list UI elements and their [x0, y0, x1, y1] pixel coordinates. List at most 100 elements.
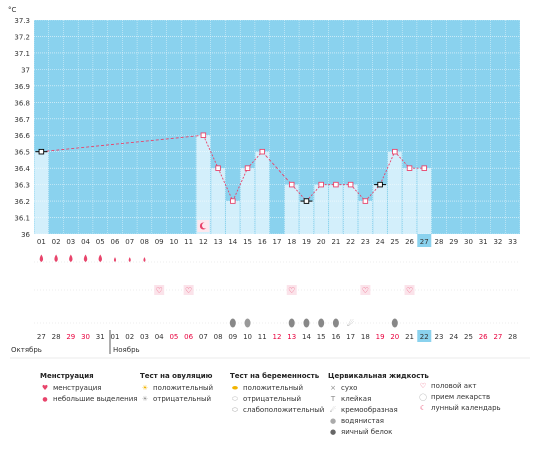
calendar-date-label: 10: [243, 333, 252, 341]
cycle-day-label: 10: [169, 238, 178, 246]
y-tick-label: 37.2: [14, 33, 30, 41]
legend-item-ov-positive: ☀ положительный: [141, 384, 214, 392]
cycle-day-label: 22: [346, 238, 355, 246]
heart-icon-bg: [360, 285, 371, 295]
legend-heading: Цервикальная жидкость: [328, 372, 429, 380]
calendar-date-label: 07: [199, 333, 208, 341]
calendar-date-label: 11: [258, 333, 267, 341]
y-tick-label: 36.4: [14, 165, 30, 173]
calendar-date-label: 14: [302, 333, 311, 341]
calendar-date-label: 21: [405, 333, 414, 341]
drop-red-icon: ♥: [41, 384, 49, 392]
cycle-day-label: 25: [390, 238, 399, 246]
cycle-day-label: 21: [331, 238, 340, 246]
temp-point: [38, 148, 45, 155]
cycle-day-label: 01: [37, 238, 46, 246]
heart-icon: ♡: [419, 382, 427, 390]
menstruation-drop-icon: [83, 254, 88, 262]
heart-icon: ♡: [406, 286, 413, 295]
menstruation-drop-icon: [98, 254, 102, 262]
cycle-day-label: 08: [140, 238, 149, 246]
calendar-date-label: 04: [155, 333, 164, 341]
legend-item-spotting: ● небольшие выделения: [40, 394, 137, 405]
legend-item-intercourse: ♡ половой акт: [419, 382, 477, 390]
cycle-day-label: 26: [405, 238, 414, 246]
temp-bar: [196, 135, 211, 234]
cycle-day-label: 16: [258, 238, 267, 246]
menstruation-drop-icon: [54, 254, 58, 262]
cycle-day-label: 24: [376, 238, 385, 246]
cycle-day-label: 13: [214, 238, 223, 246]
moon-icon: ☾: [419, 404, 427, 412]
calendar-date-label: 26: [479, 333, 488, 341]
bbt-chart: 37.3 37.2 37.1 37 36.9 36.8 36.7 36.6 36.5 36.4 36…: [8, 6, 530, 359]
month-label-next: Ноябрь: [113, 346, 140, 354]
temp-bar: [329, 184, 343, 234]
calendar-date-label: 13: [287, 333, 296, 341]
cycle-day-label: 07: [125, 238, 134, 246]
cycle-day-label: 03: [66, 238, 75, 246]
cycle-day-label: 33: [508, 238, 517, 246]
legend-other: ♡ половой акт ◯ прием лекарств ☾ лунный кал…: [418, 381, 501, 414]
legend-item-dry: × сухо: [328, 383, 429, 394]
calendar-date-label: 28: [52, 333, 61, 341]
y-tick-label: 37.3: [14, 17, 30, 25]
temp-point: [215, 165, 221, 171]
temp-point: [392, 148, 398, 155]
cycle-day-label: 15: [243, 238, 252, 246]
sun-gray-icon: ☀: [141, 395, 149, 403]
legend-item-preg-weak: ⬭ слабоположительный: [232, 406, 325, 414]
cycle-day-label: 23: [361, 238, 370, 246]
legend-heading: Тест на овуляцию: [140, 372, 213, 380]
y-tick-label: 36.5: [14, 149, 30, 157]
heart-icon-bg: [404, 285, 415, 295]
calendar-date-label: 25: [464, 333, 473, 341]
temp-bar: [387, 151, 402, 234]
cycle-day-label: 27: [420, 238, 429, 246]
temp-point: [406, 165, 413, 171]
legend-item-creamy: ☄ кремообразная: [329, 406, 398, 414]
calendar-date-label: 03: [140, 333, 149, 341]
calendar-date-label: 01: [111, 333, 120, 341]
temp-point: [244, 165, 251, 171]
y-tick-label: 37.1: [14, 50, 30, 58]
legend-item-medication: ◯ прием лекарств: [419, 393, 491, 401]
temp-line-segment: [232, 167, 248, 202]
legend-item-preg-positive: ⬬ положительный: [232, 384, 304, 392]
temp-bar: [373, 184, 387, 234]
heart-icon-bg: [154, 285, 165, 295]
calendar-date-label: 06: [184, 333, 193, 341]
sun-yellow-icon: ☀: [141, 384, 149, 392]
heart-icon-bg: [286, 285, 297, 295]
calendar-date-label: 12: [273, 333, 282, 341]
oval-yellow-icon: ⬬: [232, 384, 238, 392]
calendar-date-label: 18: [361, 333, 370, 341]
y-tick-label: 36.8: [14, 99, 30, 107]
y-tick-label: 36.1: [14, 215, 30, 223]
menstruation-drop-icon: [69, 254, 73, 262]
y-tick-label: 36.2: [14, 198, 30, 206]
drop-gray-icon: ●: [329, 417, 337, 425]
calendar-date-label: 02: [125, 333, 134, 341]
temp-point: [259, 148, 266, 155]
mucus-drop-icon: [229, 318, 236, 328]
heart-icon: ♡: [156, 286, 163, 295]
calendar-date-label: 19: [376, 333, 385, 341]
unit-label: °C: [8, 6, 17, 14]
calendar-date-label: 27: [493, 333, 502, 341]
heart-icon: ♡: [362, 286, 369, 295]
calendar-date-label: 08: [214, 333, 223, 341]
cycle-day-label: 19: [302, 238, 311, 246]
today-highlight: [417, 234, 432, 247]
temp-line-segment: [202, 135, 219, 169]
temp-point: [421, 165, 428, 171]
today-date-highlight: [417, 330, 432, 342]
mucus-drop-icon: [303, 318, 310, 328]
temp-line-segment: [41, 134, 204, 153]
temp-line-segment: [217, 167, 234, 202]
heart-icon-bg: [183, 285, 194, 295]
calendar-date-label: 09: [228, 333, 237, 341]
cycle-day-label: 04: [81, 238, 90, 246]
calendar-date-label: 05: [169, 333, 178, 341]
legend-item-preg-negative: ⬭ отрицательный: [232, 395, 302, 403]
